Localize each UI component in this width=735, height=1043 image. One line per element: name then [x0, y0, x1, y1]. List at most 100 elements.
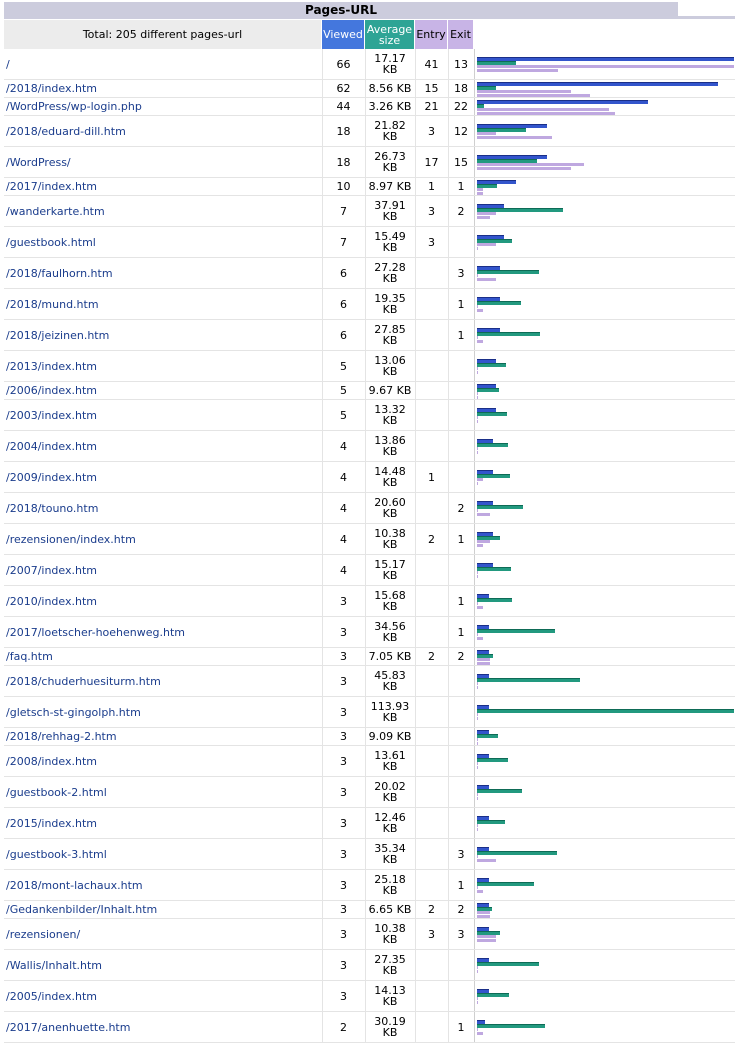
average-size: 20.60 KB: [374, 496, 406, 520]
page-url-link[interactable]: /2018/faulhorn.htm: [6, 266, 113, 280]
page-url-link[interactable]: /2013/index.htm: [6, 359, 97, 373]
row-graph: [474, 901, 735, 918]
page-url-link[interactable]: /2004/index.htm: [6, 439, 97, 453]
page-url-link[interactable]: /2018/jeizinen.htm: [6, 328, 110, 342]
exit-count: 1: [457, 878, 465, 892]
page-url-link[interactable]: /guestbook-2.html: [6, 785, 107, 799]
page-url-link[interactable]: /Wallis/Inhalt.htm: [6, 958, 103, 972]
entry-bar: [477, 478, 483, 481]
row-graph: [474, 400, 735, 430]
entry-count: [415, 950, 448, 980]
entry-bar: [477, 793, 478, 796]
viewed-bar: [477, 730, 489, 734]
row-graph: [474, 648, 735, 665]
viewed-count: 3: [340, 816, 347, 830]
page-url-link[interactable]: /rezensionen/index.htm: [6, 532, 136, 546]
page-url-link[interactable]: /2003/index.htm: [6, 408, 97, 422]
page-url-link[interactable]: /wanderkarte.htm: [6, 204, 105, 218]
entry-count: 1: [428, 180, 435, 193]
size-bar: [477, 993, 509, 997]
page-url-link[interactable]: /2018/index.htm: [6, 82, 97, 95]
viewed-bar: [477, 878, 489, 882]
entry-bar: [477, 274, 478, 277]
page-url-link[interactable]: /gletsch-st-gingolph.htm: [6, 705, 141, 719]
page-url-link[interactable]: /2018/touno.htm: [6, 501, 99, 515]
page-url-link[interactable]: /2017/index.htm: [6, 180, 97, 193]
page-url-link[interactable]: /: [6, 57, 10, 71]
exit-count: [448, 808, 474, 838]
table-row: /2007/index.htm 4 15.17 KB: [4, 555, 735, 586]
entry-count: 17: [424, 155, 439, 169]
entry-bar: [477, 132, 496, 135]
viewed-count: 6: [340, 297, 347, 311]
page-url-link[interactable]: /2017/loetscher-hoehenweg.htm: [6, 625, 186, 639]
page-url-link[interactable]: /2010/index.htm: [6, 594, 97, 608]
exit-count: 2: [457, 903, 465, 916]
page-url-link[interactable]: /2018/eduard-dill.htm: [6, 124, 126, 138]
page-url-link[interactable]: /2018/mont-lachaux.htm: [6, 878, 143, 892]
viewed-count: 4: [340, 501, 347, 515]
table-row: /WordPress/wp-login.php 44 3.26 KB 21 22: [4, 98, 735, 116]
page-url-link[interactable]: /2006/index.htm: [6, 384, 97, 397]
page-url-link[interactable]: /guestbook.html: [6, 235, 96, 249]
page-url-link[interactable]: /2018/rehhag-2.htm: [6, 730, 117, 743]
row-graph: [474, 586, 735, 616]
page-url-link[interactable]: /Gedankenbilder/Inhalt.htm: [6, 903, 158, 916]
entry-count: 41: [424, 57, 439, 71]
exit-bar: [477, 859, 496, 862]
page-url-link[interactable]: /2007/index.htm: [6, 563, 97, 577]
page-url-link[interactable]: /WordPress/: [6, 155, 71, 169]
page-url-link[interactable]: /rezensionen/: [6, 927, 81, 941]
entry-count: [415, 746, 448, 776]
viewed-bar: [477, 204, 504, 208]
size-bar: [477, 654, 493, 658]
exit-bar: [477, 742, 478, 745]
viewed-bar: [477, 408, 496, 412]
page-url-link[interactable]: /2015/index.htm: [6, 816, 97, 830]
size-bar: [477, 86, 496, 90]
entry-count: 2: [428, 650, 435, 663]
row-graph: [474, 382, 735, 399]
exit-count: [448, 981, 474, 1011]
row-graph: [474, 870, 735, 900]
size-bar: [477, 505, 523, 509]
exit-bar: [477, 69, 558, 72]
average-size: 8.97 KB: [368, 180, 412, 193]
page-url-link[interactable]: /WordPress/wp-login.php: [6, 100, 142, 113]
header-exit: Exit: [448, 20, 473, 49]
page-url-link[interactable]: /2017/anenhuette.htm: [6, 1020, 131, 1034]
page-url-link[interactable]: /2018/chuderhuesiturm.htm: [6, 674, 161, 688]
page-url-link[interactable]: /2008/index.htm: [6, 754, 97, 768]
entry-count: [415, 351, 448, 381]
size-bar: [477, 301, 521, 305]
exit-count: 1: [457, 1020, 465, 1034]
size-bar: [477, 962, 539, 966]
size-bar: [477, 61, 516, 65]
page-url-link[interactable]: /faq.htm: [6, 650, 53, 663]
row-graph: [474, 431, 735, 461]
viewed-bar: [477, 1020, 485, 1024]
table-row: / 66 17.17 KB 41 13: [4, 49, 735, 80]
page-url-link[interactable]: /2009/index.htm: [6, 470, 97, 484]
row-graph: [474, 1012, 735, 1042]
page-url-link[interactable]: /2018/mund.htm: [6, 297, 99, 311]
entry-count: [415, 728, 448, 745]
exit-count: 3: [457, 266, 465, 280]
average-size: 6.65 KB: [368, 903, 412, 916]
viewed-bar: [477, 180, 516, 184]
row-graph: [474, 227, 735, 257]
row-graph: [474, 147, 735, 177]
page-url-link[interactable]: /guestbook-3.html: [6, 847, 107, 861]
viewed-count: 4: [340, 532, 347, 546]
exit-count: [448, 351, 474, 381]
average-size: 7.05 KB: [368, 650, 412, 663]
size-bar: [477, 239, 512, 243]
page-url-link[interactable]: /2005/index.htm: [6, 989, 97, 1003]
row-graph: [474, 351, 735, 381]
viewed-bar: [477, 847, 489, 851]
viewed-count: 4: [340, 563, 347, 577]
average-size: 8.56 KB: [368, 82, 412, 95]
exit-count: 13: [454, 57, 468, 71]
viewed-bar: [477, 57, 734, 61]
entry-count: [415, 431, 448, 461]
